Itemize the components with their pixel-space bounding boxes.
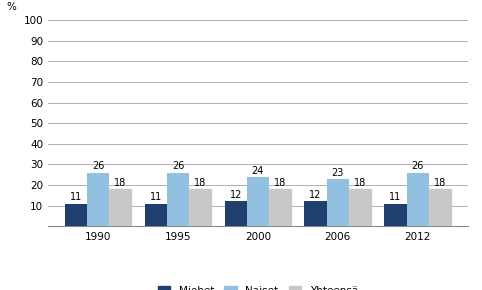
Text: 18: 18 bbox=[114, 178, 126, 188]
Bar bbox=[384, 204, 406, 226]
Bar bbox=[406, 173, 428, 226]
Text: 18: 18 bbox=[354, 178, 366, 188]
Text: 23: 23 bbox=[332, 168, 344, 177]
Bar bbox=[167, 173, 189, 226]
Bar bbox=[269, 189, 291, 226]
Bar bbox=[247, 177, 269, 226]
Text: 18: 18 bbox=[274, 178, 286, 188]
Bar bbox=[189, 189, 211, 226]
Bar bbox=[145, 204, 167, 226]
Text: %: % bbox=[6, 2, 16, 12]
Text: 18: 18 bbox=[194, 178, 206, 188]
Bar bbox=[87, 173, 109, 226]
Bar bbox=[428, 189, 451, 226]
Text: 11: 11 bbox=[70, 192, 82, 202]
Text: 12: 12 bbox=[229, 190, 242, 200]
Text: 26: 26 bbox=[172, 162, 184, 171]
Bar bbox=[327, 179, 349, 226]
Text: 11: 11 bbox=[150, 192, 162, 202]
Legend: Miehet, Naiset, Yhteensä: Miehet, Naiset, Yhteensä bbox=[155, 283, 361, 290]
Bar bbox=[225, 202, 247, 226]
Bar bbox=[305, 202, 327, 226]
Text: 11: 11 bbox=[389, 192, 402, 202]
Text: 26: 26 bbox=[412, 162, 424, 171]
Text: 24: 24 bbox=[252, 166, 264, 175]
Text: 26: 26 bbox=[92, 162, 104, 171]
Bar bbox=[65, 204, 87, 226]
Bar bbox=[109, 189, 132, 226]
Text: 12: 12 bbox=[309, 190, 322, 200]
Bar bbox=[349, 189, 371, 226]
Text: 18: 18 bbox=[434, 178, 446, 188]
